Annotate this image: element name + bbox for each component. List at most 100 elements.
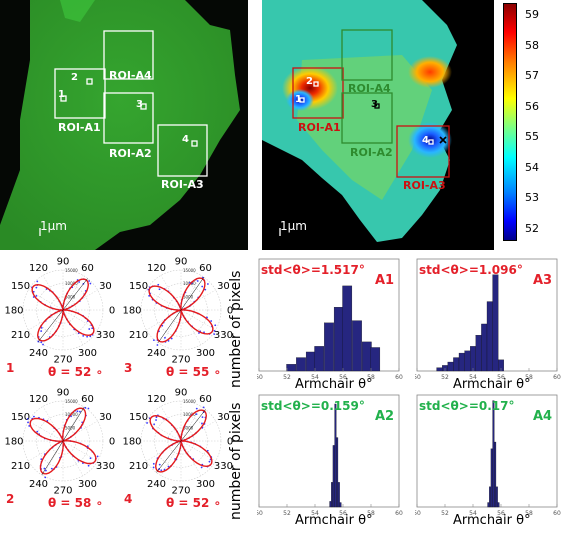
histogram-bar bbox=[458, 352, 465, 372]
polar-orientation-line bbox=[38, 278, 88, 342]
polar-grid-spoke bbox=[28, 420, 64, 442]
histogram-tick-label: 50 bbox=[415, 374, 421, 381]
polar-data-point bbox=[202, 406, 205, 409]
polar-data-point bbox=[206, 449, 209, 452]
histogram-tick-label: 56 bbox=[497, 510, 505, 517]
polar-angle-label: 30 bbox=[217, 412, 230, 423]
map-scale-bar-label: 1μm bbox=[280, 219, 307, 233]
histogram-bar bbox=[314, 346, 325, 372]
histogram-tick-label: 56 bbox=[339, 510, 347, 517]
green-roi-number-3: 3 bbox=[136, 99, 143, 110]
polar-data-point bbox=[206, 283, 209, 285]
green-scale-bar-label: 1μm bbox=[40, 219, 67, 233]
polar-data-point bbox=[76, 410, 79, 413]
histogram-bar bbox=[447, 361, 454, 372]
polar-angle-label: 180 bbox=[4, 306, 23, 317]
map-roi-label-a4: ROI-A4 bbox=[348, 82, 391, 95]
polar-angle-label: 90 bbox=[175, 388, 188, 399]
polar-grid-spoke bbox=[28, 289, 64, 311]
polar-angle-label: 60 bbox=[81, 263, 94, 274]
histogram-a3: 50 52 54 56 58 60 std<θ>=1.096° A3 Armchair θ° bbox=[413, 257, 565, 392]
polar-data-point bbox=[89, 335, 92, 338]
histogram-tick-label: 58 bbox=[525, 374, 533, 381]
polar-angle-label: 150 bbox=[129, 412, 148, 423]
histogram-bar bbox=[333, 307, 344, 372]
histogram-title: A2 bbox=[375, 409, 395, 424]
histogram-a4: 50 52 54 56 58 60 std<θ>=0.17° A4 Armchair θ° bbox=[413, 393, 565, 528]
polar-data-point bbox=[84, 406, 87, 409]
polar-fit-curve bbox=[149, 409, 213, 473]
orientation-map-panel: 2 1 3 4 ROI-A1 ROI-A4 ROI-A2 ROI-A3 1μm bbox=[262, 0, 494, 250]
polar-radial-label: 15000 bbox=[183, 399, 196, 404]
green-roi-label-a3: ROI-A3 bbox=[161, 178, 204, 191]
polar-data-point bbox=[167, 465, 170, 468]
polar-grid-spoke bbox=[160, 309, 182, 345]
histogram-title: A4 bbox=[533, 409, 553, 424]
map-roi-label-a2: ROI-A2 bbox=[350, 146, 393, 159]
polar-radial-label: 5000 bbox=[183, 425, 194, 430]
hist-ylabel-top: number of pixels bbox=[228, 270, 244, 388]
polar-grid-spoke bbox=[180, 289, 216, 311]
histogram-std-annotation: std<θ>=0.159° bbox=[261, 399, 365, 413]
polar-data-point bbox=[26, 418, 29, 420]
polar-grid-spoke bbox=[62, 309, 84, 345]
polar-plot-index: 2 bbox=[6, 492, 15, 506]
polar-data-point bbox=[43, 467, 46, 470]
polar-angle-label: 30 bbox=[99, 412, 112, 423]
polar-data-point bbox=[148, 294, 151, 297]
green-roi-number-2: 2 bbox=[71, 72, 78, 83]
histogram-bar bbox=[470, 346, 476, 372]
polar-data-point bbox=[42, 343, 44, 346]
polar-angle-label: 180 bbox=[4, 437, 23, 448]
polar-angle-label: 240 bbox=[29, 479, 48, 490]
polar-angle-label: 210 bbox=[129, 330, 148, 341]
histogram-bar bbox=[334, 403, 337, 508]
polar-radial-label: 5000 bbox=[65, 294, 76, 299]
polar-data-point bbox=[204, 288, 207, 291]
polar-plot-index: 4 bbox=[124, 492, 133, 506]
polar-angle-label: 150 bbox=[11, 281, 30, 292]
polar-data-point bbox=[88, 280, 91, 282]
histogram-a1: 50 52 54 56 58 60 std<θ>=1.517° A1 Armchair θ° bbox=[255, 257, 407, 392]
green-roi-number-1: 1 bbox=[58, 89, 65, 100]
polar-data-point bbox=[35, 286, 38, 289]
histogram-bar bbox=[370, 347, 381, 372]
green-roi-label-a4: ROI-A4 bbox=[109, 69, 152, 82]
polar-grid-spoke bbox=[180, 420, 216, 442]
colorbar-tick-label: 54 bbox=[525, 160, 539, 174]
polar-grid-circle bbox=[154, 414, 208, 468]
polar-radial-label: 5000 bbox=[183, 294, 194, 299]
histogram-title: A1 bbox=[375, 273, 395, 288]
polar-angle-label: 330 bbox=[96, 461, 115, 472]
polar-data-point bbox=[40, 458, 43, 461]
polar-angle-label: 60 bbox=[199, 263, 212, 274]
polar-data-point bbox=[153, 423, 156, 426]
polar-angle-label: 210 bbox=[129, 461, 148, 472]
polar-data-point bbox=[89, 457, 92, 460]
polar-grid-spoke bbox=[180, 309, 202, 345]
histogram-xlabel: Armchair θ° bbox=[453, 377, 531, 392]
polar-angle-label: 150 bbox=[129, 281, 148, 292]
polar-angle-label: 270 bbox=[171, 355, 190, 366]
polar-data-point bbox=[155, 416, 158, 419]
histogram-tick-label: 56 bbox=[497, 374, 505, 381]
polar-angle-label: 300 bbox=[196, 479, 215, 490]
polar-angle-label: 150 bbox=[11, 412, 30, 423]
histogram-tick-label: 60 bbox=[395, 510, 403, 517]
polar-angle-label: 0 bbox=[227, 437, 233, 448]
polar-data-point bbox=[195, 407, 198, 410]
polar-grid-spoke bbox=[146, 440, 182, 462]
histogram-frame bbox=[416, 394, 558, 508]
histogram-tick-label: 52 bbox=[283, 510, 291, 517]
histogram-xlabel: Armchair θ° bbox=[453, 513, 531, 528]
polar-grid-spoke bbox=[146, 309, 182, 331]
polar-data-point bbox=[82, 334, 85, 337]
polar-data-point bbox=[152, 339, 155, 342]
polar-data-point bbox=[33, 415, 35, 418]
polar-data-point bbox=[158, 463, 161, 466]
histogram-bar bbox=[464, 350, 471, 372]
histogram-tick-label: 54 bbox=[311, 510, 319, 517]
polar-data-point bbox=[87, 464, 90, 467]
histogram-bar bbox=[336, 437, 339, 508]
map-roi-number-3: 3 bbox=[371, 99, 378, 110]
